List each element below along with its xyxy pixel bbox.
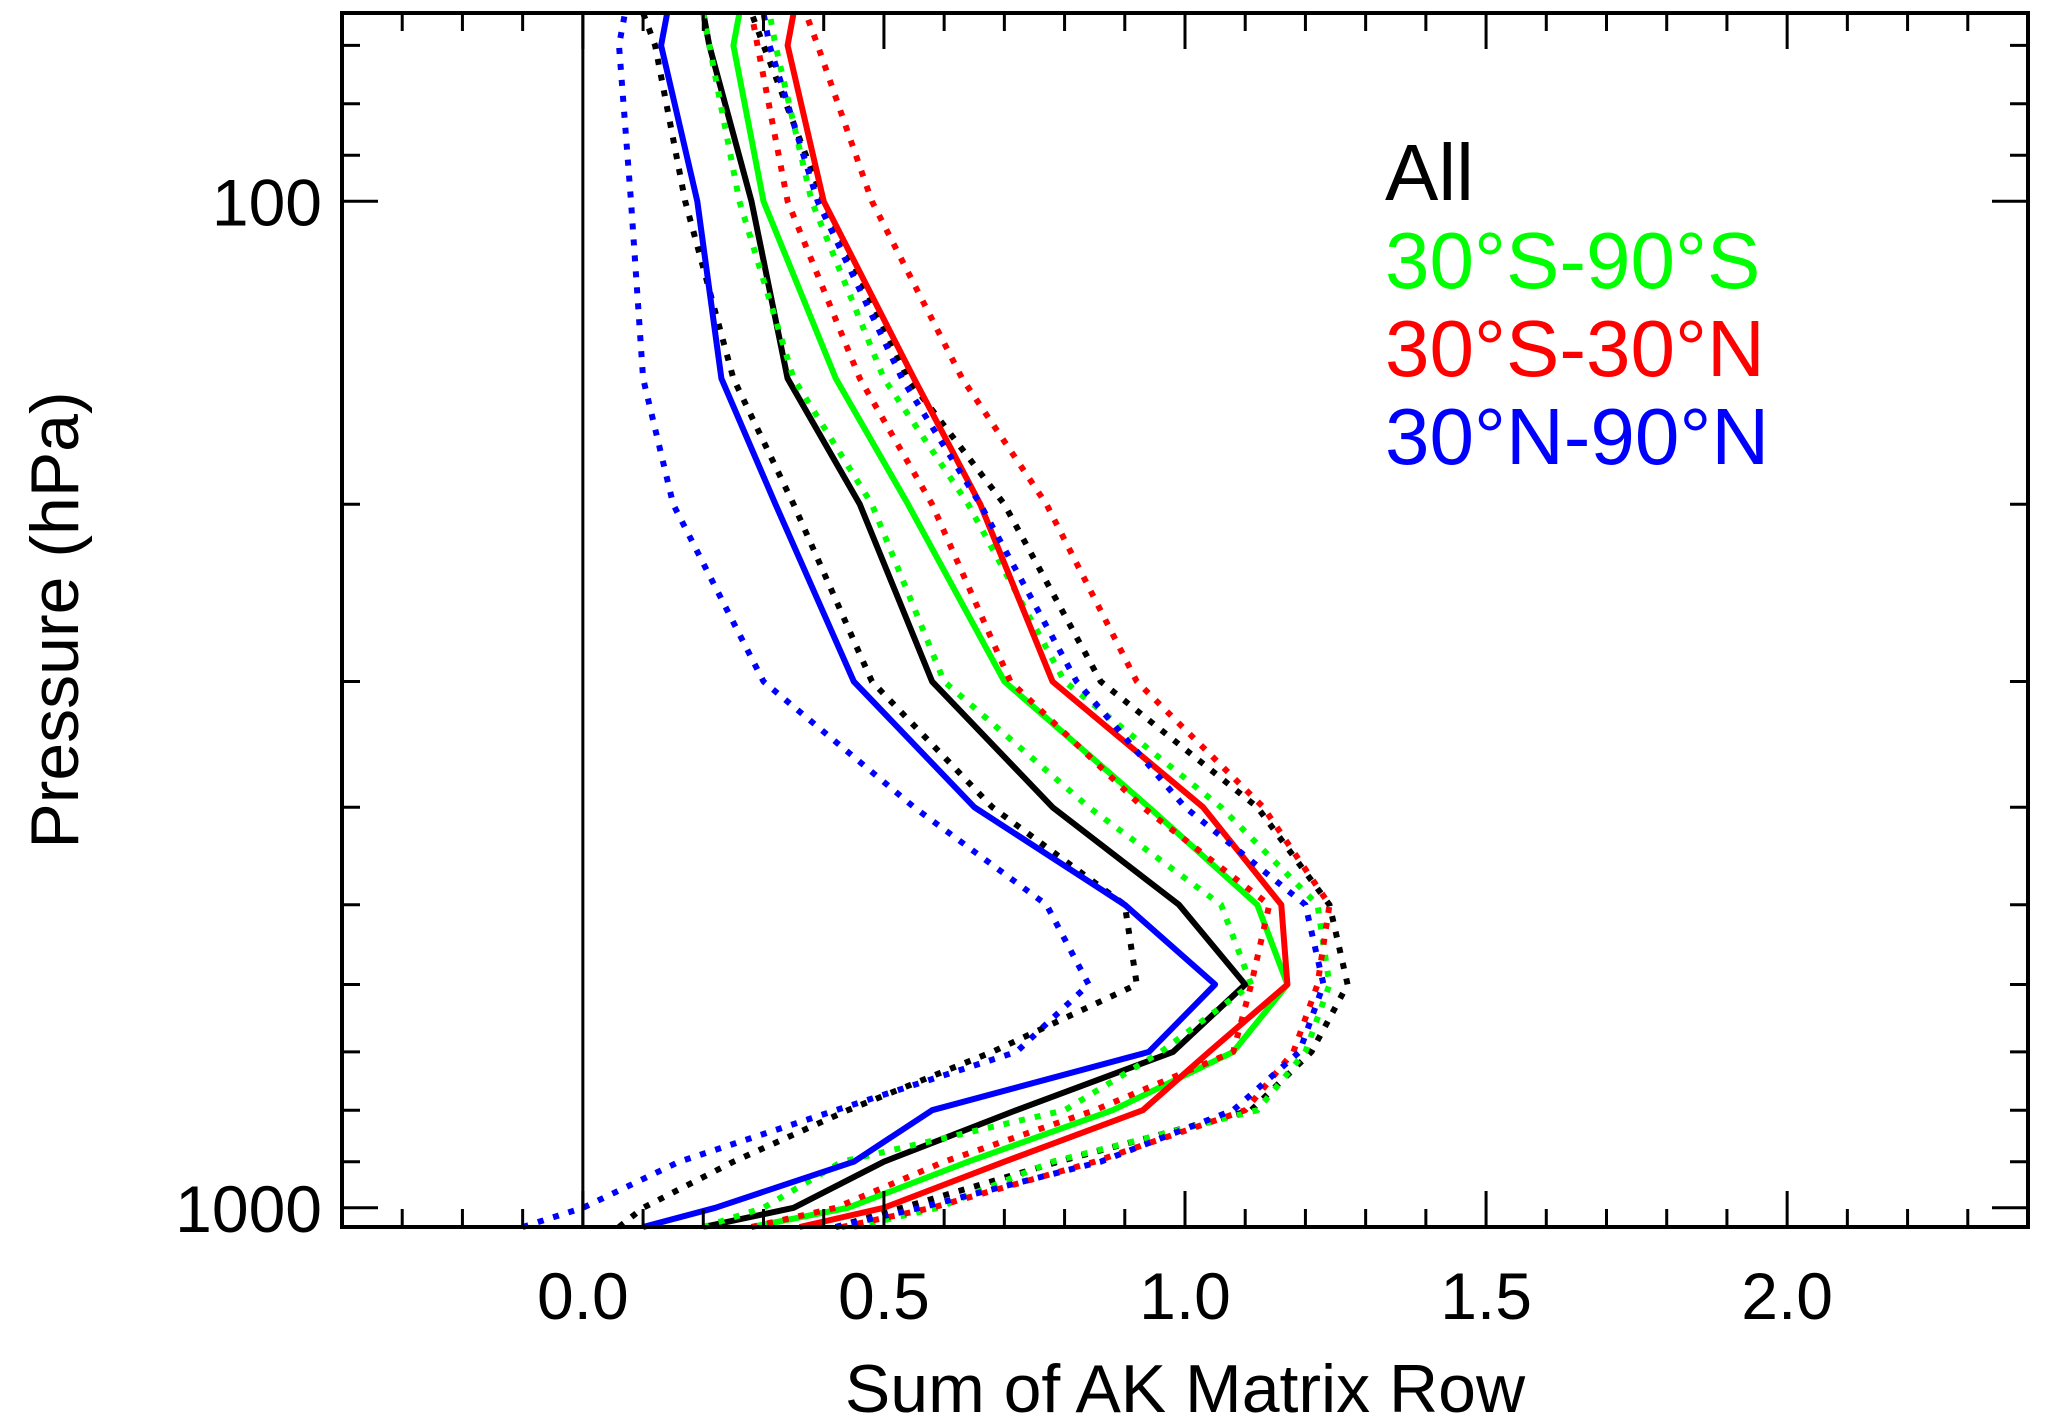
series-line-3-solid	[730, 12, 1291, 1230]
legend-item: All	[1385, 128, 1474, 217]
legend-item: 30°S-90°S	[1385, 216, 1760, 305]
y-tick-label: 100	[212, 165, 322, 239]
legend-item: 30°S-30°N	[1385, 304, 1765, 393]
series-line-10-dotted	[521, 12, 1092, 1230]
legend-item: 30°N-90°N	[1385, 392, 1769, 481]
series-line-0-solid	[700, 12, 1249, 1230]
y-tick-label: 1000	[175, 1172, 322, 1246]
series-line-5-dotted	[766, 12, 1333, 1230]
series-line-11-dotted	[760, 12, 1327, 1230]
y-axis-title: Pressure (hPa)	[17, 391, 93, 848]
x-tick-label: 0.0	[537, 1259, 629, 1333]
plot-frame	[340, 11, 2030, 1229]
x-tick-label: 1.0	[1139, 1259, 1231, 1333]
x-tick-label: 2.0	[1741, 1259, 1833, 1333]
series-line-7-dotted	[748, 12, 1273, 1230]
x-axis-title: Sum of AK Matrix Row	[845, 1351, 1526, 1425]
series-line-6-solid	[784, 12, 1291, 1230]
series-line-4-dotted	[700, 12, 1255, 1230]
tick-layer	[342, 13, 2028, 1227]
x-tick-label: 0.5	[838, 1259, 930, 1333]
series-line-2-dotted	[748, 11, 1351, 1230]
series-line-8-dotted	[802, 11, 1333, 1230]
series-layer	[521, 11, 1351, 1230]
series-line-9-solid	[642, 12, 1219, 1230]
x-tick-label: 1.5	[1440, 1259, 1532, 1333]
label-layer: 0.0 0.5 1.0 1.5 2.0 100 1000	[175, 165, 1833, 1333]
